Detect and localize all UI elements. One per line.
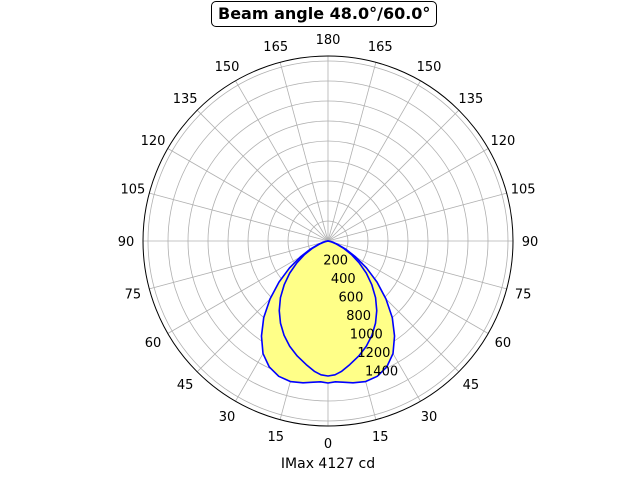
grid-spoke (279, 62, 329, 242)
series-layer (260, 240, 396, 384)
angle-tick-label: 45 (177, 378, 194, 393)
angle-tick-label: 45 (463, 378, 480, 393)
angle-tick-label: 60 (495, 336, 512, 351)
grid-spoke (327, 62, 377, 242)
angle-tick-label: 30 (421, 410, 438, 425)
angle-tick-label: 0 (324, 437, 332, 452)
angle-tick-label: 150 (417, 60, 442, 75)
grid-ring (167, 80, 489, 402)
r-tick-label: 200 (323, 253, 348, 268)
r-tick-label: 400 (331, 272, 356, 287)
angle-tick-label: 90 (118, 235, 135, 250)
angle-tick-label: 30 (219, 410, 236, 425)
r-tick-label: 1000 (350, 327, 383, 342)
radial-tick-labels: 200 400 600 800 1000 1200 1400 (323, 253, 398, 379)
grid-spoke (196, 109, 329, 242)
polar-frame (142, 55, 514, 427)
angle-tick-label: 15 (372, 430, 389, 445)
grid-spoke (327, 80, 421, 242)
grid-spoke (327, 192, 507, 242)
angle-tick-label: 15 (267, 430, 284, 445)
angle-tick-label: 120 (141, 134, 166, 149)
series-1-line (278, 240, 378, 377)
angle-tick-label: 135 (173, 92, 198, 107)
grid-spoke (327, 240, 507, 290)
angle-tick-label: 75 (125, 287, 142, 302)
r-tick-label: 1200 (357, 346, 390, 361)
series-0-fill (261, 241, 395, 383)
x-axis-label: IMax 4127 cd (280, 456, 376, 472)
r-tick-label: 800 (346, 309, 371, 324)
grid-spoke (327, 148, 489, 242)
grid-spoke (327, 109, 460, 242)
grid-ring (147, 60, 509, 422)
angle-tick-label: 135 (458, 92, 483, 107)
angle-tick-label: 165 (263, 40, 288, 55)
grid-spoke (235, 80, 329, 242)
chart-title: Beam angle 48.0°/60.0° (211, 1, 438, 27)
grid-spoke (149, 192, 329, 242)
angle-tick-label: 75 (515, 287, 532, 302)
angle-tick-label: 150 (215, 60, 240, 75)
angle-tick-label: 60 (145, 336, 162, 351)
angle-tick-label: 165 (368, 40, 393, 55)
grid-spoke (167, 148, 329, 242)
grid-spoke (149, 240, 329, 290)
angle-tick-label: 105 (120, 183, 145, 198)
angle-tick-label: 90 (522, 235, 539, 250)
angle-tick-label: 105 (511, 183, 536, 198)
r-tick-label: 600 (339, 290, 364, 305)
series-0-line (260, 240, 396, 384)
angle-tick-label: 120 (491, 134, 516, 149)
angle-tick-label: 180 (316, 33, 341, 48)
angle-tick-labels: 0 15 30 45 60 75 90 105 120 135 150 165 180 165 150 135… (118, 33, 539, 452)
r-tick-label: 1400 (365, 364, 398, 379)
